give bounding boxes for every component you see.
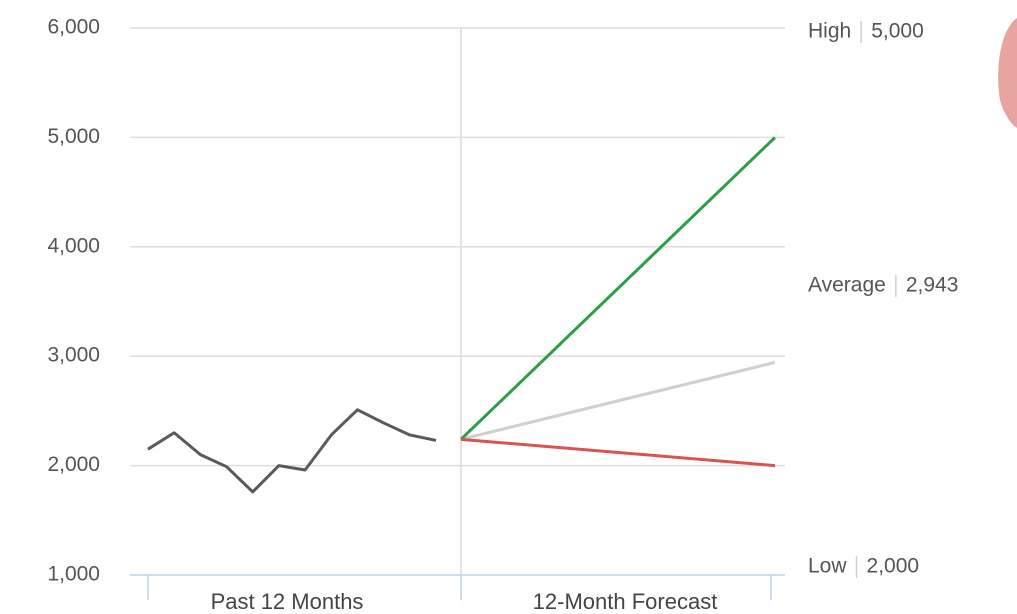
decoration [998, 18, 1017, 128]
forecast-line [460, 360, 776, 441]
value-label: 5,000 [871, 20, 924, 43]
forecast-line [460, 437, 776, 468]
section-label: 12-Month Forecast [533, 589, 718, 614]
legend-label: High [808, 20, 851, 43]
y-tick-label: 2,000 [47, 453, 100, 476]
y-tick-label: 3,000 [47, 344, 100, 367]
value-label: 2,943 [906, 274, 959, 297]
legend-label: Average [808, 274, 886, 297]
y-tick-label: 5,000 [47, 125, 100, 148]
forecast-line [459, 136, 777, 441]
value-label: 2,000 [867, 555, 920, 578]
section-label: Past 12 Months [211, 589, 364, 614]
history-line [147, 408, 437, 494]
y-tick-label: 4,000 [47, 234, 100, 257]
legend-label: Low [808, 555, 847, 578]
y-tick-label: 1,000 [47, 563, 100, 586]
y-tick-label: 6,000 [47, 16, 100, 39]
